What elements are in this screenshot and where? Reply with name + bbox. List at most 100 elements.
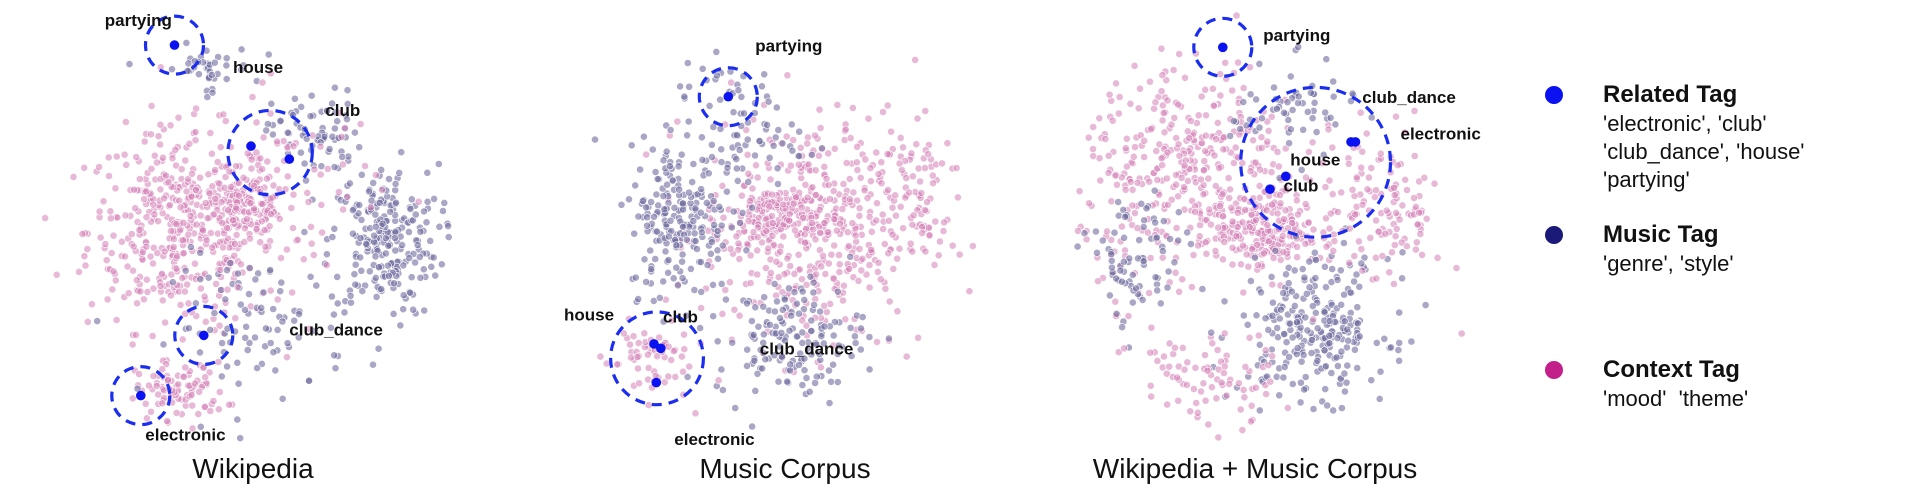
music-tag-point: [372, 292, 381, 301]
music-tag-point: [1159, 247, 1167, 255]
context-tag-point: [774, 273, 783, 282]
context-tag-point: [232, 204, 241, 213]
context-tag-point: [1230, 159, 1238, 167]
music-tag-point: [356, 253, 365, 262]
context-tag-point: [664, 372, 673, 381]
context-tag-point: [830, 241, 839, 250]
music-tag-point: [277, 278, 286, 287]
scatter-panel: partyingclub_danceelectronichouseclubWik…: [1073, 11, 1481, 484]
music-tag-point: [223, 266, 231, 275]
music-tag-point: [233, 415, 242, 424]
music-tag-point: [343, 86, 352, 95]
context-tag-point: [1155, 140, 1164, 149]
context-tag-point: [866, 164, 875, 172]
context-tag-point: [152, 381, 161, 390]
context-tag-point: [1117, 173, 1126, 182]
context-tag-point: [150, 210, 159, 219]
context-tag-point: [887, 127, 895, 136]
context-tag-point: [223, 224, 231, 232]
context-tag-point: [102, 256, 111, 265]
music-tag-point: [805, 387, 814, 396]
context-tag-point: [1111, 171, 1120, 180]
context-tag-point: [884, 216, 893, 225]
context-tag-point: [836, 219, 844, 228]
context-tag-point: [273, 295, 282, 304]
context-tag-point: [80, 163, 89, 172]
context-tag-point: [965, 287, 974, 296]
context-tag-point: [1204, 420, 1213, 429]
context-tag-point: [225, 167, 234, 176]
music-tag-point: [1307, 88, 1315, 97]
context-tag-point: [209, 397, 218, 405]
music-tag-point: [1170, 258, 1179, 267]
context-tag-point: [1324, 125, 1333, 134]
music-tag-point: [729, 207, 738, 216]
context-tag-point: [620, 329, 628, 338]
context-tag-point: [158, 296, 167, 305]
context-tag-point: [863, 194, 872, 202]
music-tag-point: [1268, 311, 1277, 320]
context-tag-point: [896, 133, 905, 142]
music-tag-point: [683, 131, 691, 140]
context-tag-point: [1180, 365, 1189, 374]
music-tag-point: [1329, 92, 1338, 101]
music-tag-point: [1252, 311, 1261, 320]
music-tag-point: [365, 267, 374, 276]
context-tag-point: [163, 417, 171, 425]
context-tag-point: [1381, 229, 1390, 238]
context-tag-point: [691, 409, 700, 418]
context-tag-point: [1239, 84, 1248, 92]
context-tag-point: [830, 144, 839, 153]
context-tag-point: [1212, 394, 1221, 403]
context-tag-point: [1112, 79, 1120, 88]
context-tag-point: [156, 140, 164, 149]
music-tag-point: [245, 338, 254, 347]
music-tag-point: [1398, 248, 1407, 257]
context-tag-point: [849, 104, 857, 112]
context-tag-point: [1244, 262, 1253, 271]
context-tag-point: [911, 56, 919, 64]
context-tag-point: [660, 378, 669, 387]
context-tag-point: [653, 352, 661, 361]
context-tag-point: [884, 249, 893, 258]
context-tag-point: [1202, 111, 1210, 120]
context-tag-point: [318, 228, 326, 237]
music-tag-point: [222, 54, 231, 63]
context-tag-point: [267, 210, 276, 219]
music-tag-point: [1150, 186, 1159, 195]
music-tag-point: [1301, 313, 1310, 322]
music-tag-point: [1277, 305, 1285, 314]
context-tag-point: [1283, 403, 1292, 412]
context-tag-point: [1260, 249, 1268, 258]
music-tag-point: [1311, 308, 1320, 317]
context-tag-point: [1329, 230, 1338, 239]
music-tag-point: [371, 222, 380, 231]
music-tag-point: [404, 228, 413, 236]
music-tag-point: [617, 200, 626, 209]
music-tag-point: [1302, 289, 1311, 298]
context-tag-point: [1145, 177, 1154, 186]
music-tag-point: [1320, 346, 1329, 355]
context-tag-point: [1214, 433, 1223, 442]
music-tag-point: [269, 305, 278, 313]
context-tag-point: [909, 211, 918, 220]
music-tag-point: [1336, 266, 1345, 275]
context-tag-point: [246, 199, 255, 207]
music-tag-point: [717, 365, 726, 374]
context-tag-point: [259, 133, 268, 142]
context-tag-point: [1352, 173, 1361, 182]
context-tag-point: [377, 185, 386, 194]
context-tag-point: [1420, 173, 1429, 182]
context-tag-point: [853, 142, 861, 151]
music-tag-point: [374, 344, 383, 353]
context-tag-point: [147, 407, 155, 416]
context-tag-point: [803, 193, 812, 202]
context-tag-point: [1114, 109, 1123, 118]
context-tag-point: [289, 142, 298, 151]
context-tag-point: [884, 186, 892, 194]
context-tag-point: [178, 335, 187, 344]
music-tag-point: [347, 298, 355, 307]
legend-dot-related: [1545, 86, 1563, 104]
context-tag-point: [242, 215, 251, 224]
music-tag-point: [716, 124, 725, 133]
